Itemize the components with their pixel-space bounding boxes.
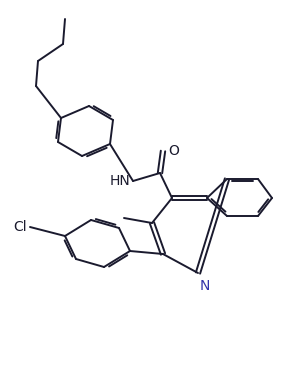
Text: Cl: Cl <box>13 220 27 234</box>
Text: HN: HN <box>109 174 130 188</box>
Text: N: N <box>200 279 211 293</box>
Text: O: O <box>168 144 179 158</box>
